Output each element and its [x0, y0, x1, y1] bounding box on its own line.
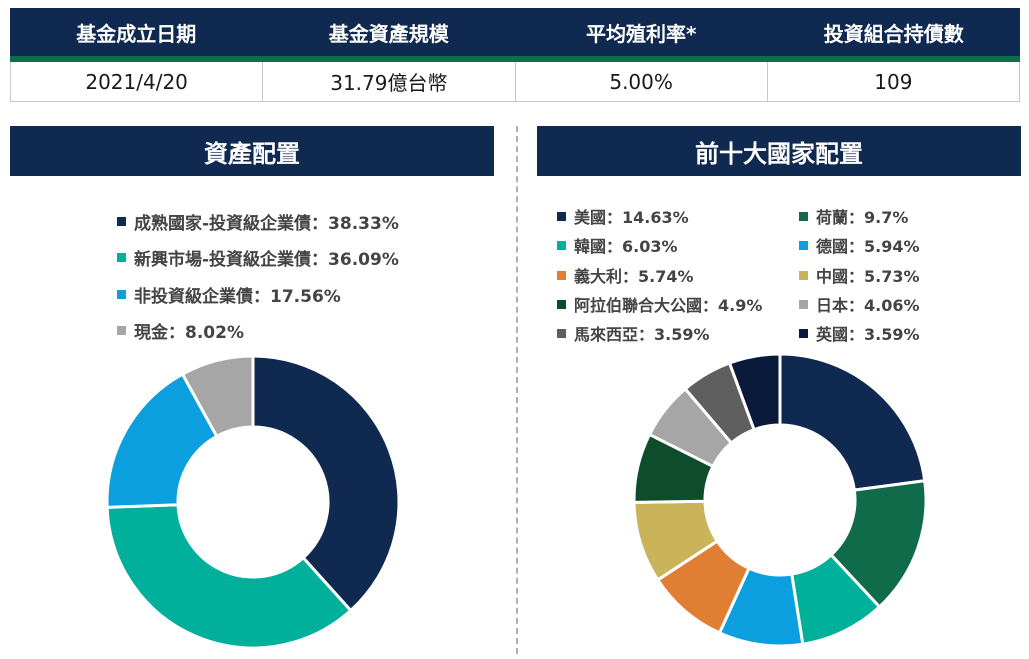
- donut-slice: [251, 354, 401, 613]
- country-allocation-donut: [632, 352, 928, 648]
- summary-header-row: 基金成立日期 基金資產規模 平均殖利率* 投資組合持債數: [10, 8, 1020, 56]
- legend-item: 義大利：5.74%: [557, 263, 694, 287]
- legend-swatch: [799, 240, 808, 250]
- legend-label: 英國：3.59%: [816, 325, 920, 344]
- legend-item: 中國：5.73%: [799, 263, 920, 287]
- country-allocation-title: 前十大國家配置: [537, 126, 1021, 176]
- summary-value-fund-size: 31.79億台幣: [263, 62, 516, 101]
- summary-value-holdings-count: 109: [874, 69, 913, 94]
- legend-item: 美國：14.63%: [557, 204, 689, 228]
- legend-label: 新興市場-投資級企業債：36.09%: [134, 250, 399, 270]
- legend-item: 成熟國家-投資級企業債：38.33%: [117, 209, 399, 234]
- fund-summary-table: 基金成立日期 基金資產規模 平均殖利率* 投資組合持債數 2021/4/20 3…: [10, 8, 1020, 103]
- summary-value-row: 2021/4/20 31.79億台幣 5.00% 109: [10, 62, 1020, 102]
- legend-label: 成熟國家-投資級企業債：38.33%: [134, 214, 399, 234]
- legend-label: 義大利：5.74%: [574, 267, 694, 286]
- legend-swatch: [117, 326, 126, 335]
- legend-label: 非投資級企業債：17.56%: [134, 287, 341, 307]
- legend-item: 荷蘭：9.7%: [799, 204, 908, 228]
- legend-swatch: [117, 217, 126, 226]
- section-divider: [516, 126, 518, 654]
- legend-item: 馬來西亞：3.59%: [557, 321, 710, 345]
- legend-swatch: [799, 270, 808, 280]
- legend-label: 日本：4.06%: [816, 296, 920, 315]
- donut-slice: [105, 503, 353, 650]
- legend-swatch: [557, 211, 566, 221]
- legend-item: 韓國：6.03%: [557, 233, 678, 257]
- summary-value-inception-date: 2021/4/20: [11, 62, 264, 101]
- legend-label: 中國：5.73%: [816, 267, 920, 286]
- legend-swatch: [557, 240, 566, 250]
- asset-allocation-title: 資產配置: [10, 126, 494, 176]
- legend-item: 英國：3.59%: [799, 321, 920, 345]
- legend-swatch: [117, 290, 126, 299]
- legend-swatch: [799, 299, 808, 309]
- legend-label: 現金：8.02%: [134, 323, 244, 343]
- legend-swatch: [799, 211, 808, 221]
- legend-item: 日本：4.06%: [799, 292, 920, 316]
- legend-item: 新興市場-投資級企業債：36.09%: [117, 245, 399, 270]
- legend-label: 美國：14.63%: [574, 208, 689, 227]
- asset-allocation-donut: [105, 354, 401, 650]
- summary-header-fund-size: 基金資產規模: [328, 21, 449, 46]
- legend-swatch: [799, 328, 808, 338]
- summary-header-holdings-count: 投資組合持債數: [823, 21, 964, 46]
- legend-label: 德國：5.94%: [816, 237, 920, 256]
- legend-swatch: [557, 270, 566, 280]
- summary-header-inception-date: 基金成立日期: [76, 21, 197, 46]
- donut-slice: [778, 352, 927, 492]
- summary-value-avg-yield: 5.00%: [516, 62, 768, 101]
- legend-swatch: [117, 253, 126, 262]
- legend-label: 韓國：6.03%: [574, 237, 678, 256]
- donut-slice: [727, 352, 782, 432]
- legend-label: 荷蘭：9.7%: [816, 208, 909, 227]
- legend-item: 德國：5.94%: [799, 233, 920, 257]
- legend-label: 阿拉伯聯合大公國：4.9%: [574, 296, 763, 315]
- legend-swatch: [557, 299, 566, 309]
- legend-swatch: [557, 328, 566, 338]
- summary-accent-strip: [10, 56, 1020, 62]
- legend-label: 馬來西亞：3.59%: [574, 325, 710, 344]
- legend-item: 非投資級企業債：17.56%: [117, 282, 341, 307]
- summary-header-avg-yield: 平均殖利率*: [586, 21, 697, 46]
- legend-item: 阿拉伯聯合大公國：4.9%: [557, 292, 762, 316]
- legend-item: 現金：8.02%: [117, 318, 244, 343]
- donut-slice: [180, 354, 255, 439]
